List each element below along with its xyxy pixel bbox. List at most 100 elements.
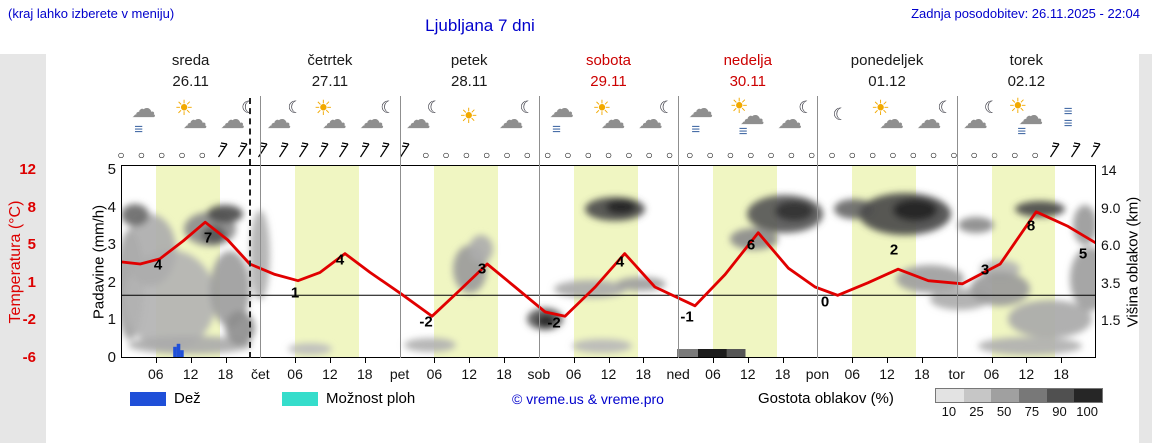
x-tick-day: ned — [666, 366, 690, 382]
density-segment — [1019, 389, 1047, 402]
low-cloud-band — [677, 349, 698, 357]
wind-calm-icon: ○ — [686, 148, 694, 162]
wind-calm-icon: ○ — [787, 148, 795, 162]
temperature-curve — [121, 210, 1096, 318]
fog-glyph: ≡ — [691, 121, 702, 138]
x-tick-day: pon — [805, 366, 830, 382]
day-separator — [399, 96, 401, 358]
wind-calm-icon: ○ — [950, 148, 958, 162]
wind-calm-icon: ○ — [1011, 148, 1019, 162]
cloud-axis-tick: 14 — [1101, 162, 1117, 178]
wind-barb-icon — [256, 141, 270, 164]
cloud-glyph: ☁ — [131, 95, 157, 123]
wind-calm-icon: ○ — [767, 148, 775, 162]
temp-axis-tick: -6 — [22, 349, 36, 366]
density-tick: 100 — [1076, 404, 1099, 419]
temp-point-label: 7 — [203, 229, 213, 247]
density-tick: 10 — [941, 404, 957, 419]
axis-tick-mark — [782, 358, 784, 363]
wind-calm-icon: ○ — [117, 148, 125, 162]
sun-glyph: ☀ — [1008, 95, 1028, 118]
x-tick-hour: 12 — [182, 366, 199, 382]
cloud-moon-icon: ☾ ☁ — [771, 96, 817, 142]
x-tick-day: sob — [527, 366, 551, 382]
day-date: 01.12 — [868, 73, 906, 90]
sun-glyph: ☀ — [592, 97, 612, 120]
wind-barb-icon — [358, 141, 372, 164]
day-separator — [817, 96, 819, 358]
cloud-cover-blobs — [121, 193, 1096, 355]
cloud-glyph: ☁ — [405, 106, 431, 134]
wind-barb-icon — [337, 141, 351, 164]
x-tick-hour: 06 — [844, 366, 861, 382]
cloud-glyph: ☁ — [182, 106, 208, 134]
daylight-band — [295, 166, 359, 357]
wind-calm-icon: ○ — [503, 148, 511, 162]
x-tick-hour: 12 — [879, 366, 895, 382]
chart-canvas — [121, 165, 1096, 358]
precipitation-axis-label: Padavine (mm/h) — [90, 204, 108, 320]
x-tick-hour: 12 — [600, 366, 617, 382]
wind-calm-icon: ○ — [198, 148, 206, 162]
x-tick-hour: 18 — [635, 366, 652, 382]
axis-tick-mark — [887, 358, 889, 363]
moon-glyph: ☾ — [380, 98, 396, 117]
temp-axis-tick: 1 — [27, 273, 36, 291]
x-tick-day: čet — [250, 366, 270, 382]
axis-tick-mark — [295, 358, 297, 363]
day-header-27.11: četrtek 27.11 — [260, 50, 399, 92]
temp-point-label: 1 — [290, 284, 300, 302]
wind-calm-icon: ○ — [584, 148, 592, 162]
day-date: 27.11 — [311, 73, 349, 90]
wind-calm-icon: ○ — [665, 148, 674, 162]
temp-axis-tick: 8 — [27, 198, 36, 216]
day-date: 02.12 — [1007, 73, 1046, 90]
day-name: nedelja — [723, 52, 772, 69]
sun-glyph: ☀ — [313, 97, 333, 120]
density-segment — [936, 389, 964, 402]
axis-tick-mark — [225, 358, 227, 363]
axis-tick-mark — [643, 358, 645, 363]
credit-link[interactable]: © vreme.us & vreme.pro — [512, 391, 664, 407]
cloud-height-axis-label: Višina oblakov (km) — [1124, 196, 1142, 328]
day-separator — [678, 96, 680, 358]
x-tick-hour: 06 — [287, 366, 303, 382]
cloud-glyph: ☁ — [879, 106, 905, 134]
moon-glyph: ☾ — [287, 98, 303, 117]
cloud-glyph: ☁ — [549, 95, 575, 123]
rain-label: Dež — [174, 390, 201, 407]
temperature-axis-label: Temperatura (°C) — [7, 200, 24, 324]
cloud-moon-icon: ☾ ☁ — [261, 96, 307, 142]
cloud-glyph: ☁ — [220, 106, 246, 134]
day-name: petek — [450, 52, 488, 69]
x-tick-hour: 06 — [148, 366, 164, 382]
cloud-moon-icon: ☾ ☁ — [957, 96, 1003, 142]
wind-calm-icon: ○ — [808, 148, 816, 162]
moon-glyph: ☾ — [983, 98, 1000, 117]
day-name: sobota — [585, 52, 631, 69]
fog-glyph: ≡ — [1063, 115, 1074, 132]
wind-barb-icon — [378, 141, 392, 164]
cloud-glyph: ☁ — [266, 106, 292, 134]
day-name: četrtek — [307, 52, 353, 69]
density-tick: 50 — [996, 404, 1012, 419]
fog-icon: ≡ ≡ — [1050, 96, 1096, 142]
axis-tick-mark — [504, 358, 505, 363]
precip-axis-tick: 4 — [107, 198, 116, 216]
wind-barb-icon — [398, 141, 412, 164]
left-margin-strip — [0, 54, 46, 443]
cloud-moon-icon: ☾ ☁ — [911, 96, 957, 142]
cloud-glyph: ☁ — [359, 106, 385, 134]
cloud-density-scale — [935, 388, 1103, 403]
axis-tick-mark — [434, 358, 436, 363]
right-margin-strip — [1139, 54, 1152, 443]
cloud-glyph: ☁ — [739, 102, 765, 130]
showers-label: Možnost ploh — [326, 390, 416, 407]
low-cloud-band — [697, 349, 727, 357]
plot-border — [121, 165, 1096, 358]
page-title: Ljubljana 7 dni — [425, 16, 535, 35]
sun-cloud-icon: ☀ ☁ — [307, 96, 353, 142]
wind-barb-icon — [297, 141, 311, 164]
axis-tick-mark — [608, 358, 610, 363]
